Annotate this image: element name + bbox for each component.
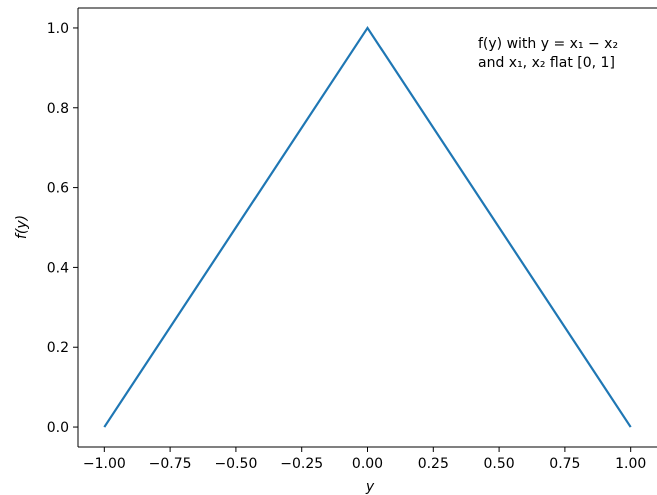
x-tick-label: −0.25 bbox=[280, 456, 323, 472]
y-tick-label: 0.4 bbox=[47, 260, 69, 276]
y-tick-label: 1.0 bbox=[47, 21, 69, 37]
series-line bbox=[103, 25, 632, 428]
y-tick-label: 0.2 bbox=[47, 340, 69, 356]
y-tick-label: 0.6 bbox=[47, 181, 69, 197]
x-tick-label: 1.00 bbox=[615, 456, 646, 472]
y-tick-label: 0.8 bbox=[47, 101, 69, 117]
x-tick-label: 0.00 bbox=[352, 456, 383, 472]
annotation-line-1: f(y) with y = x₁ − x₂ bbox=[478, 36, 618, 52]
x-tick-label: −0.75 bbox=[149, 456, 192, 472]
plot-area: −1.00 −0.75 −0.50 −0.25 0.00 0.25 0.50 0.75 1.00… bbox=[47, 7, 657, 472]
x-tick-label: −0.50 bbox=[214, 456, 257, 472]
x-tick-label: 0.50 bbox=[484, 456, 515, 472]
x-tick-label: −1.00 bbox=[83, 456, 126, 472]
y-tick-label: 0.0 bbox=[47, 420, 69, 436]
x-axis-label: y bbox=[365, 479, 375, 495]
x-tick-label: 0.25 bbox=[418, 456, 449, 472]
y-axis-label: f(y) bbox=[14, 215, 30, 239]
annotation-line-2: and x₁, x₂ flat [0, 1] bbox=[478, 55, 615, 71]
x-tick-label: 0.75 bbox=[549, 456, 580, 472]
